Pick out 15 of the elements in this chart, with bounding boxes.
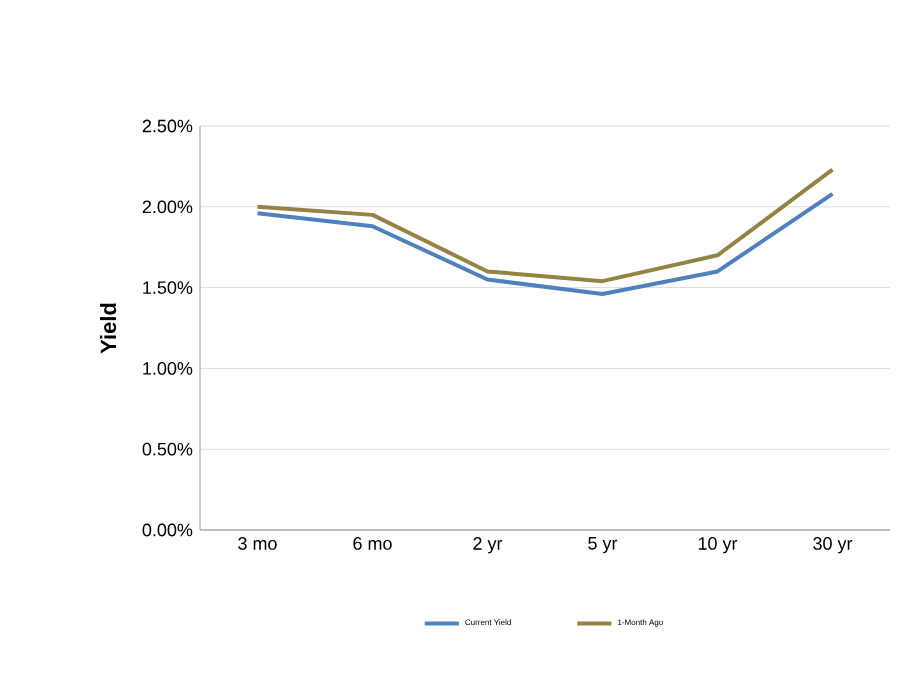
y-tick-label: 1.50%	[143, 281, 193, 294]
line-series	[255, 191, 835, 297]
x-tick-label: 5 yr	[588, 537, 618, 554]
y-tick-label: 2.00%	[142, 200, 193, 214]
y-tick-label: 0.50%	[142, 442, 193, 456]
x-tick-label: 3 mo	[238, 537, 277, 550]
y-axis-title: Yield	[100, 303, 117, 354]
line-series	[255, 167, 835, 284]
y-tick-label: 2.50%	[142, 119, 193, 133]
y-tick-label: 1.00%	[143, 362, 193, 375]
x-tick-label: 2 yr	[473, 537, 503, 554]
x-tick-label: 6 mo	[353, 537, 392, 550]
x-tick-label: 10 yr	[698, 537, 738, 554]
y-tick-label: 0.00%	[142, 523, 193, 537]
x-tick-label: 30 yr	[813, 537, 853, 554]
